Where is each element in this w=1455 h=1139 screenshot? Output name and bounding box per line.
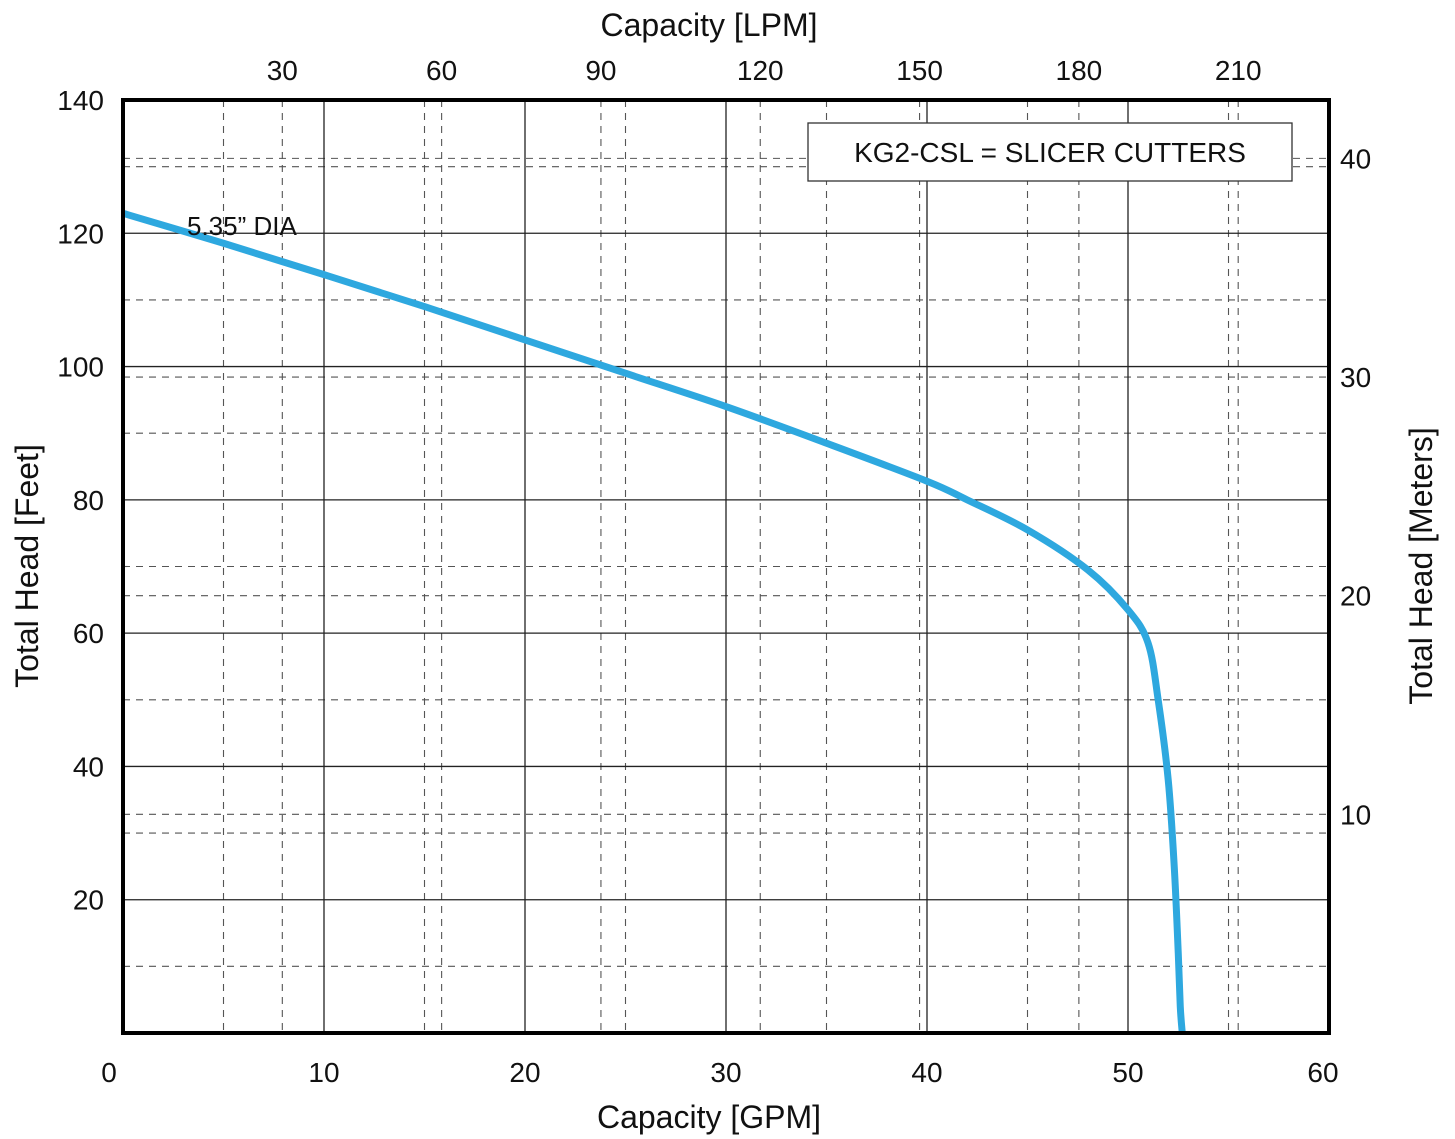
x2-tick-label: 30 (267, 55, 298, 86)
series-layer (121, 209, 1186, 1034)
x-tick-label: 50 (1112, 1057, 1143, 1088)
x2-tick-label: 210 (1215, 55, 1262, 86)
x2-tick-label: 150 (896, 55, 943, 86)
x-tick-label: 10 (308, 1057, 339, 1088)
y2-tick-label: 10 (1340, 799, 1371, 830)
y-tick-label: 100 (57, 352, 104, 383)
plot-frame (121, 98, 1331, 1035)
y-axis-title: Total Head [Feet] (9, 444, 45, 688)
x-tick-label: 40 (911, 1057, 942, 1088)
tick-layer: 0 10 20 30 40 50 60 20 40 60 80 100 120 140 30 60 90 120 1… (57, 55, 1371, 1088)
x2-tick-label: 60 (426, 55, 457, 86)
x-tick-label: 30 (710, 1057, 741, 1088)
curve-label: 5.35” DIA (187, 211, 297, 241)
x2-axis-title: Capacity [LPM] (601, 7, 818, 43)
legend-frame (807, 122, 1293, 182)
x2-tick-label: 180 (1056, 55, 1103, 86)
y2-tick-label: 40 (1340, 143, 1371, 174)
x2-tick-label: 120 (737, 55, 784, 86)
x-tick-label: 0 (101, 1057, 117, 1088)
y2-tick-label: 20 (1340, 581, 1371, 612)
y-tick-label: 40 (73, 751, 104, 782)
legend-text: KG2-CSL = SLICER CUTTERS (854, 137, 1246, 168)
y-tick-label: 80 (73, 485, 104, 516)
y-tick-label: 60 (73, 618, 104, 649)
legend-box: KG2-CSL = SLICER CUTTERS (807, 122, 1293, 182)
y2-axis-title: Total Head [Meters] (1403, 427, 1439, 704)
grid-layer (123, 100, 1329, 1033)
y2-tick-label: 30 (1340, 362, 1371, 393)
x-tick-label: 20 (509, 1057, 540, 1088)
x2-tick-label: 90 (585, 55, 616, 86)
x-axis-title: Capacity [GPM] (597, 1099, 821, 1135)
y-tick-label: 120 (57, 218, 104, 249)
y-tick-label: 140 (57, 85, 104, 116)
y-tick-label: 20 (73, 885, 104, 916)
pump-curve-line (121, 209, 1186, 1034)
x-tick-label: 60 (1307, 1057, 1338, 1088)
